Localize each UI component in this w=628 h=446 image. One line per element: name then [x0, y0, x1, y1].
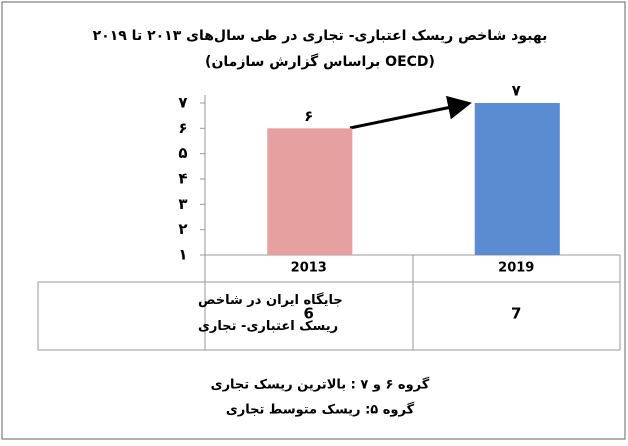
data-label: ۷: [512, 82, 521, 100]
table-cell: 7: [511, 305, 521, 323]
trend-arrow: [349, 95, 472, 130]
frame: [1, 1, 626, 440]
y-tick-label: ۲: [178, 220, 187, 238]
note: گروه ۵: ریسک متوسط تجاری: [226, 402, 415, 418]
table-row-label: جایگاه ایران در شاخص ریسک اعتباری- تجاری: [198, 292, 343, 334]
bar: [474, 103, 560, 255]
chart-subtitle: (براساس گزارش سازمان OECD): [205, 53, 435, 70]
bar: [267, 128, 353, 255]
chart-title: بهبود شاخص ریسک اعتباری- تجاری در طی سال…: [93, 28, 548, 44]
y-tick-label: ۳: [178, 195, 187, 213]
y-tick-label: ۵: [178, 144, 187, 162]
y-tick-label: ۱: [178, 246, 187, 264]
note: گروه ۶ و ۷ : بالاترین ریسک تجاری: [211, 377, 430, 393]
y-tick-label: ۷: [178, 94, 187, 112]
y-tick-label: ۶: [178, 119, 187, 137]
x-tick-label: 2019: [498, 261, 534, 276]
data-label: ۶: [304, 107, 313, 125]
table-cell: 6: [304, 305, 314, 323]
x-tick-label: 2013: [291, 261, 327, 276]
y-tick-label: ۴: [178, 170, 187, 188]
